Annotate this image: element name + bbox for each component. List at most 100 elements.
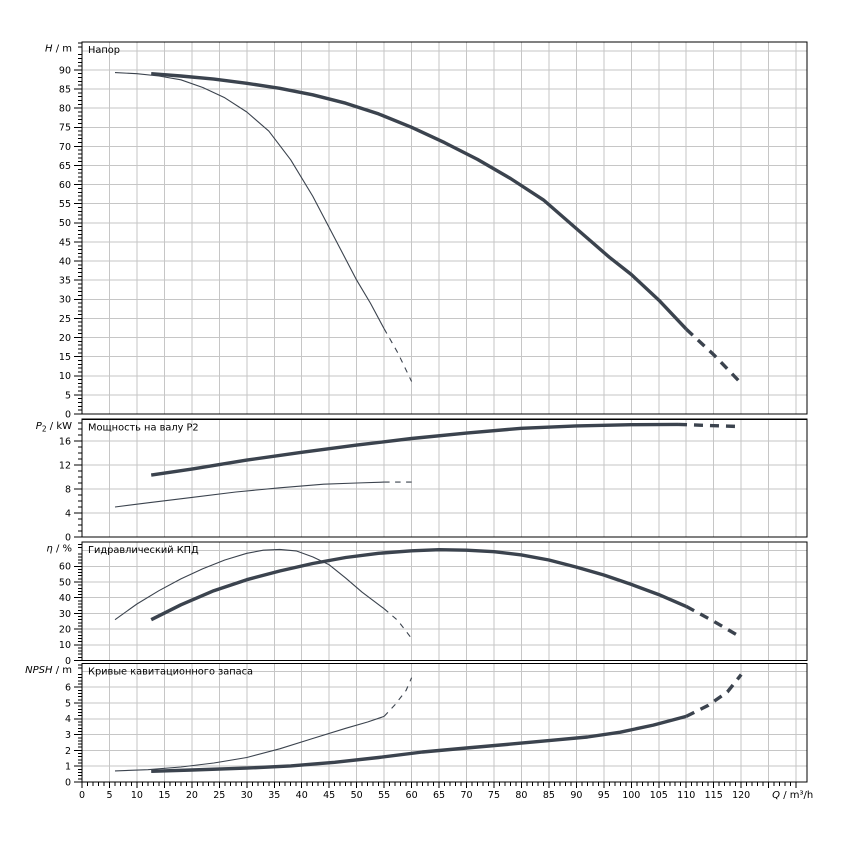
panel-npsh-grid (82, 663, 807, 782)
svg-text:60: 60 (59, 180, 71, 191)
svg-text:40: 40 (59, 256, 71, 267)
svg-text:6: 6 (65, 683, 71, 694)
svg-text:60: 60 (406, 790, 418, 801)
svg-text:40: 40 (59, 593, 71, 604)
svg-text:80: 80 (59, 104, 71, 115)
panel-power-unit-label: P2 / kW (36, 421, 72, 434)
svg-text:5: 5 (65, 698, 71, 709)
panel-efficiency-title: Гидравлический КПД (88, 545, 199, 556)
panel-power-y-tick-labels: 0 4 8 12 16 (59, 436, 71, 543)
svg-text:85: 85 (543, 790, 555, 801)
svg-text:60: 60 (59, 562, 71, 573)
svg-text:115: 115 (705, 790, 723, 801)
svg-text:10: 10 (59, 371, 71, 382)
panel-efficiency-y-ticks (74, 543, 82, 661)
npsh-secondary-curve-solid (114, 715, 385, 772)
svg-text:65: 65 (59, 161, 71, 172)
svg-text:110: 110 (677, 790, 695, 801)
svg-text:5: 5 (65, 390, 71, 401)
x-axis-unit-label: Q / m³/h (772, 790, 813, 801)
panel-efficiency-y-tick-labels: 0 10 20 30 40 50 60 (59, 562, 71, 667)
svg-text:25: 25 (213, 790, 225, 801)
panel-power: 0 4 8 12 16 Мощность на валу P2 P2 / kW (36, 418, 808, 543)
panel-power-frame (81, 418, 808, 538)
svg-text:10: 10 (131, 790, 143, 801)
npsh-main-curve-solid (151, 714, 687, 773)
svg-text:0: 0 (65, 656, 71, 667)
svg-text:12: 12 (59, 460, 71, 471)
svg-text:16: 16 (59, 436, 71, 447)
efficiency-secondary-curve-dashed (383, 608, 413, 639)
svg-text:40: 40 (296, 790, 308, 801)
power-main-curve-dashed (677, 422, 739, 429)
svg-text:75: 75 (488, 790, 500, 801)
panel-power-grid (82, 419, 807, 537)
svg-text:95: 95 (598, 790, 610, 801)
npsh-main-curve-dashed (685, 673, 743, 718)
svg-text:0: 0 (65, 532, 71, 543)
panel-head: 0 5 10 15 20 25 30 35 40 45 50 55 60 65 70 75 80 85 90 Напо… (45, 41, 808, 420)
efficiency-secondary-curve-solid (114, 548, 385, 621)
svg-text:50: 50 (59, 577, 71, 588)
svg-text:35: 35 (268, 790, 280, 801)
svg-text:0: 0 (79, 790, 85, 801)
x-axis-ticks (81, 782, 797, 788)
svg-text:120: 120 (732, 790, 750, 801)
panel-head-y-tick-labels: 0 5 10 15 20 25 30 35 40 45 50 55 60 65 70 75 80 85 90 (59, 65, 71, 420)
svg-text:50: 50 (351, 790, 363, 801)
power-secondary-curve-solid (114, 481, 385, 508)
svg-text:20: 20 (186, 790, 198, 801)
npsh-secondary-curve-dashed (383, 677, 413, 717)
panel-efficiency: 0 10 20 30 40 50 60 Гидравлический КПД η / % (46, 541, 808, 667)
svg-text:4: 4 (65, 714, 71, 725)
svg-text:1: 1 (65, 762, 71, 773)
head-main-curve-solid (151, 72, 688, 331)
svg-text:5: 5 (106, 790, 112, 801)
panel-power-y-ticks (74, 422, 82, 538)
svg-text:55: 55 (378, 790, 390, 801)
svg-text:3: 3 (65, 730, 71, 741)
panel-npsh: 0 1 2 3 4 5 6 Кривые кавитационного запаса NPSH … (25, 662, 808, 789)
panel-npsh-y-ticks (74, 664, 82, 783)
svg-text:25: 25 (59, 314, 71, 325)
svg-text:100: 100 (622, 790, 640, 801)
panel-head-y-ticks (74, 42, 82, 415)
svg-text:0: 0 (65, 409, 71, 420)
power-main-curve-solid (150, 422, 679, 477)
panel-head-grid (82, 42, 807, 414)
panel-power-title: Мощность на валу P2 (88, 422, 199, 433)
svg-text:30: 30 (59, 609, 71, 620)
panel-head-unit-label: H / m (45, 44, 72, 55)
svg-text:15: 15 (158, 790, 170, 801)
svg-text:65: 65 (433, 790, 445, 801)
svg-text:80: 80 (515, 790, 527, 801)
svg-text:8: 8 (65, 484, 71, 495)
svg-text:20: 20 (59, 333, 71, 344)
svg-text:30: 30 (59, 295, 71, 306)
svg-text:35: 35 (59, 276, 71, 287)
panel-npsh-unit-label: NPSH / m (25, 665, 72, 676)
efficiency-main-curve-solid (150, 548, 687, 622)
panel-npsh-frame (81, 662, 808, 783)
svg-text:0: 0 (65, 777, 71, 788)
panel-npsh-y-tick-labels: 0 1 2 3 4 5 6 (65, 683, 71, 789)
svg-text:55: 55 (59, 199, 71, 210)
svg-text:105: 105 (650, 790, 668, 801)
panel-npsh-title: Кривые кавитационного запаса (88, 667, 253, 678)
svg-text:70: 70 (460, 790, 472, 801)
head-secondary-curve-dashed (383, 328, 413, 382)
panel-efficiency-unit-label: η / % (46, 544, 72, 555)
svg-text:30: 30 (241, 790, 253, 801)
svg-text:75: 75 (59, 123, 71, 134)
panel-efficiency-grid (82, 542, 807, 661)
x-axis-tick-labels: 0 5 10 15 20 25 30 35 40 45 50 55 60 65 70 75 80 85 90 95 10… (79, 790, 750, 801)
svg-text:90: 90 (59, 65, 71, 76)
head-secondary-curve-solid (114, 72, 385, 329)
panel-head-title: Напор (88, 45, 120, 56)
svg-text:15: 15 (59, 352, 71, 363)
panel-head-frame (81, 41, 808, 415)
svg-text:50: 50 (59, 218, 71, 229)
svg-text:70: 70 (59, 142, 71, 153)
